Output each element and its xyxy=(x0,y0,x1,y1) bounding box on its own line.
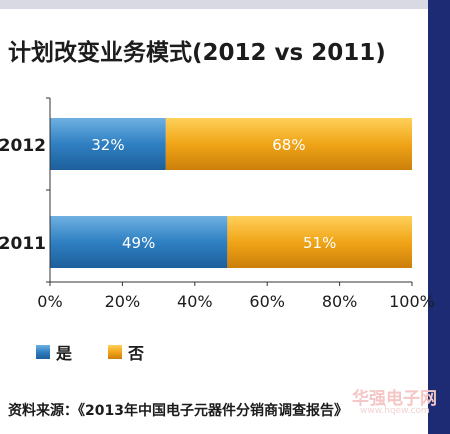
x-tick-label-3: 60% xyxy=(249,292,285,311)
legend-swatch-yes xyxy=(36,345,50,359)
right-decorative-band xyxy=(428,0,450,434)
source-note: 资料来源：《2013年中国电子元器件分销商调查报告》 xyxy=(8,403,348,419)
bar-2012-series-0 xyxy=(50,118,166,170)
x-tick-label-4: 80% xyxy=(322,292,358,311)
bar-chart: 32% 68% 49% 51% 2012 2011 0% 20% 40% 60% 80% 100% xyxy=(0,97,435,311)
legend-label-no: 否 xyxy=(128,344,145,363)
top-decorative-band xyxy=(0,0,450,9)
data-label-2012-series-1: 68% xyxy=(272,136,305,154)
x-tick-label-5: 100% xyxy=(389,292,435,311)
data-label-2011-series-1: 51% xyxy=(303,234,336,252)
chart-title: 计划改变业务模式(2012 vs 2011) xyxy=(8,40,386,66)
category-label-2012: 2012 xyxy=(0,136,46,156)
legend-label-yes: 是 xyxy=(56,344,73,363)
legend-item-yes: 是 xyxy=(36,340,72,364)
legend-swatch-no xyxy=(108,345,122,359)
bar-2011-series-0 xyxy=(50,216,228,268)
watermark-logo: 华强电子网 xyxy=(352,389,437,409)
watermark-url: www.hqew.com xyxy=(360,406,430,416)
bar-2011-series-1 xyxy=(227,216,412,268)
legend-item-no: 否 xyxy=(108,340,144,364)
x-tick-label-2: 40% xyxy=(177,292,213,311)
bar-2012-series-1 xyxy=(165,118,412,170)
x-tick-label-0: 0% xyxy=(37,292,62,311)
data-label-2012-series-0: 32% xyxy=(91,136,124,154)
x-tick-label-1: 20% xyxy=(105,292,141,311)
data-label-2011-series-0: 49% xyxy=(122,234,155,252)
category-label-2011: 2011 xyxy=(0,234,46,254)
